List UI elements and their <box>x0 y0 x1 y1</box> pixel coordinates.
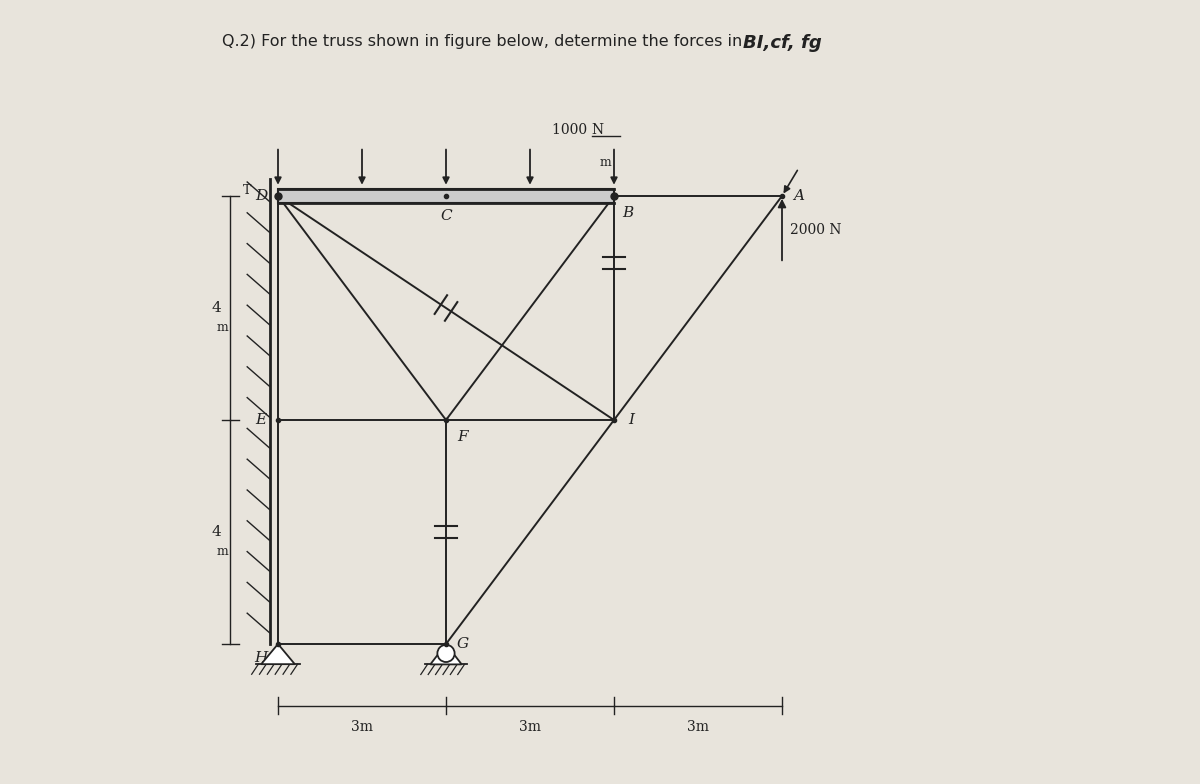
Polygon shape <box>262 644 295 664</box>
Text: 4: 4 <box>211 525 221 539</box>
Text: I: I <box>628 413 634 427</box>
Text: m: m <box>216 545 228 558</box>
Text: 1000: 1000 <box>552 123 592 137</box>
Text: C: C <box>440 209 452 223</box>
Text: 3m: 3m <box>352 720 373 734</box>
Circle shape <box>437 644 455 662</box>
Text: E: E <box>256 413 266 427</box>
Bar <box>278 189 614 203</box>
Text: G: G <box>457 637 469 651</box>
Text: BI,cf, fg: BI,cf, fg <box>743 34 822 52</box>
Text: 3m: 3m <box>520 720 541 734</box>
Text: 3m: 3m <box>686 720 709 734</box>
Text: N: N <box>592 123 604 137</box>
Text: 2000 N: 2000 N <box>791 223 842 237</box>
Text: m: m <box>600 156 612 169</box>
Text: F: F <box>457 430 468 444</box>
Text: Q.2) For the truss shown in figure below, determine the forces in: Q.2) For the truss shown in figure below… <box>222 34 748 49</box>
Text: 4: 4 <box>211 301 221 315</box>
Text: D: D <box>256 189 268 203</box>
Text: H: H <box>254 651 268 665</box>
Text: T: T <box>244 184 251 197</box>
Polygon shape <box>431 644 462 664</box>
Text: B: B <box>623 206 634 220</box>
Text: m: m <box>216 321 228 334</box>
Text: A: A <box>793 189 804 203</box>
